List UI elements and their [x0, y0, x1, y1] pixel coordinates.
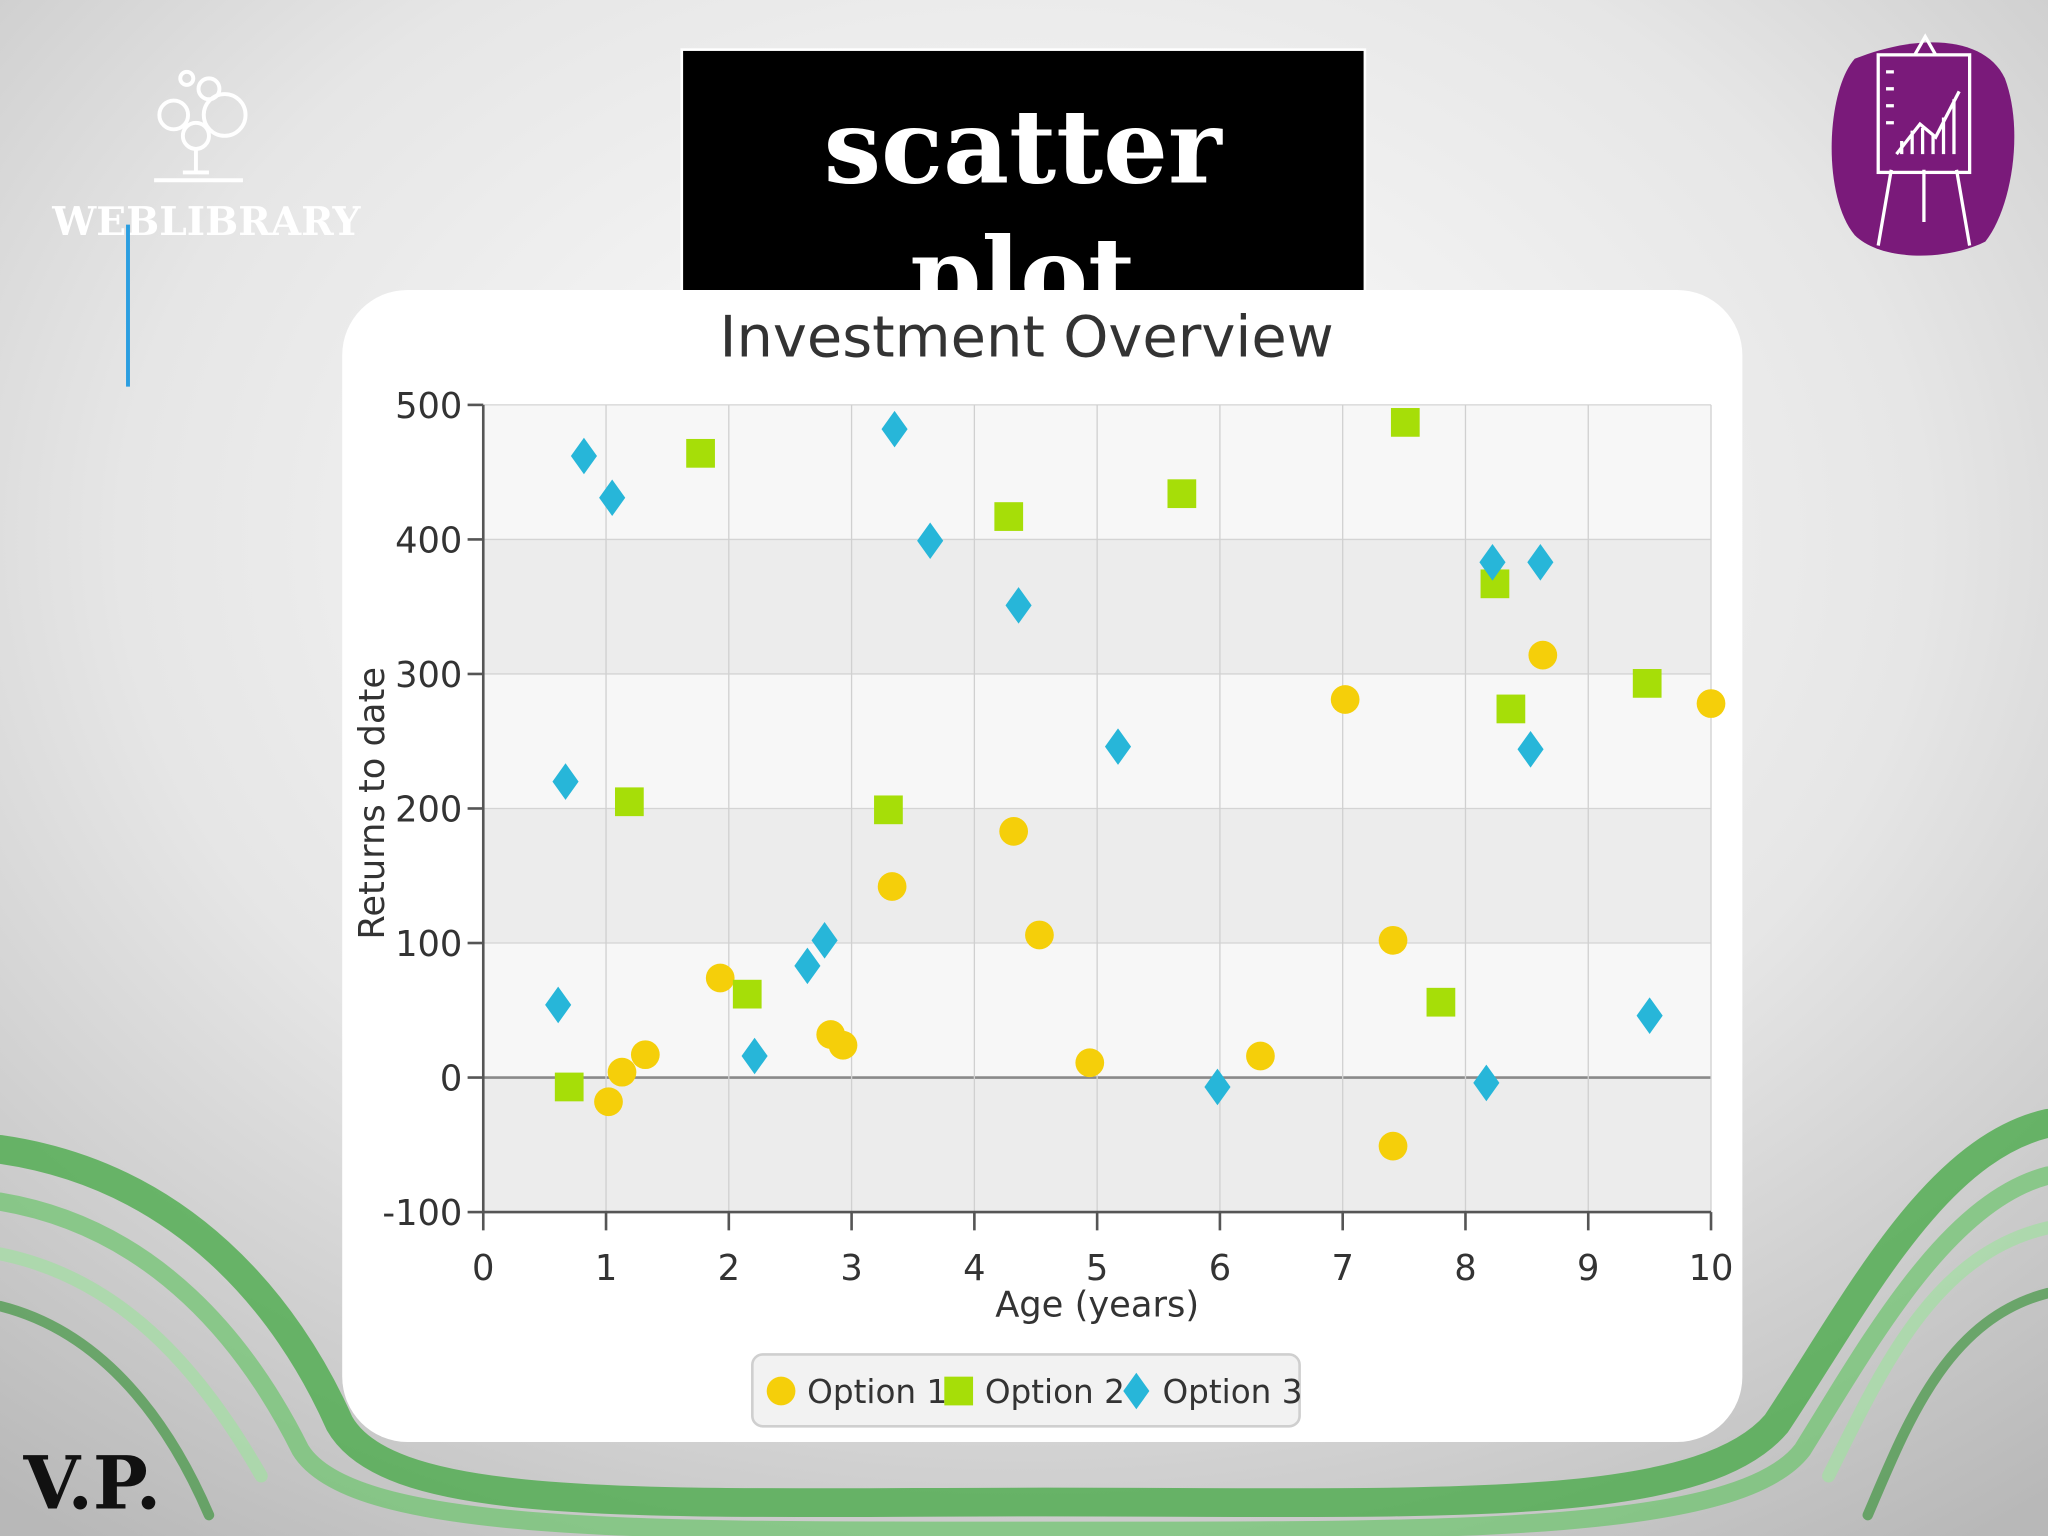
scatter-chart: Investment Overview-10001002003004005000…	[352, 304, 1734, 1428]
point	[1246, 1041, 1275, 1071]
legend-marker	[766, 1376, 796, 1406]
point	[1204, 1068, 1231, 1106]
y-tick-label: -100	[382, 1193, 462, 1234]
y-tick-label: 300	[395, 655, 462, 696]
legend-label: Option 3	[1162, 1373, 1302, 1411]
x-axis-label: Age (years)	[995, 1285, 1199, 1326]
point	[607, 1057, 637, 1087]
point	[1426, 987, 1456, 1017]
y-tick-label: 100	[395, 924, 462, 965]
point	[630, 1040, 660, 1070]
point	[877, 872, 907, 901]
point	[794, 947, 821, 985]
chart-icon	[1831, 33, 2015, 256]
point	[1696, 689, 1726, 718]
legend-label: Option 1	[807, 1373, 947, 1411]
legend-label: Option 2	[985, 1373, 1125, 1411]
chart-title: Investment Overview	[720, 304, 1334, 371]
x-tick-label: 4	[963, 1248, 985, 1289]
y-tick-label: 200	[395, 790, 462, 831]
x-tick-label: 7	[1331, 1248, 1353, 1289]
y-tick-label: 500	[395, 386, 462, 427]
point	[1167, 479, 1197, 509]
point	[1632, 669, 1662, 698]
point	[570, 437, 598, 475]
point	[594, 1087, 623, 1117]
x-tick-label: 6	[1209, 1248, 1231, 1289]
point	[615, 787, 644, 817]
point	[1528, 640, 1558, 670]
x-tick-label: 1	[595, 1248, 617, 1289]
logo-text: WEBLIBRARY	[51, 199, 361, 245]
x-tick-label: 2	[718, 1248, 740, 1289]
point	[686, 438, 715, 468]
point	[1517, 731, 1544, 768]
y-tick-label: 400	[395, 520, 462, 561]
point	[1390, 408, 1420, 437]
point	[1330, 685, 1360, 714]
point	[1025, 920, 1054, 950]
legend-marker	[944, 1376, 974, 1406]
point	[811, 922, 838, 959]
point	[1636, 997, 1663, 1034]
logo-icon	[154, 69, 248, 183]
point	[1378, 925, 1408, 955]
x-tick-label: 3	[840, 1248, 862, 1289]
x-tick-label: 9	[1577, 1248, 1599, 1289]
point	[1075, 1048, 1105, 1078]
y-axis-label: Returns to date	[352, 667, 393, 940]
point	[1104, 728, 1132, 765]
point	[1473, 1064, 1500, 1102]
legend: Option 1 Option 2 Option 3	[751, 1353, 1303, 1428]
point	[994, 502, 1024, 531]
point	[874, 795, 903, 825]
point	[999, 816, 1029, 846]
point	[554, 1072, 584, 1102]
point	[1378, 1131, 1408, 1161]
x-tick-label: 5	[1086, 1248, 1108, 1289]
legend-marker	[1123, 1372, 1150, 1410]
x-tick-label: 10	[1689, 1248, 1734, 1289]
point	[881, 410, 908, 448]
slide-title-line: scatter	[824, 88, 1223, 208]
x-tick-label: 8	[1454, 1248, 1476, 1289]
legend-box	[751, 1353, 1301, 1428]
point	[705, 963, 735, 993]
title-box	[680, 48, 1367, 313]
signature: V.P.	[23, 1441, 162, 1527]
point	[732, 979, 762, 1009]
x-tick-label: 0	[472, 1248, 494, 1289]
green-swoosh	[0, 1108, 2048, 1536]
y-tick-label: 0	[440, 1059, 462, 1100]
point	[1496, 694, 1526, 724]
point	[828, 1030, 858, 1060]
